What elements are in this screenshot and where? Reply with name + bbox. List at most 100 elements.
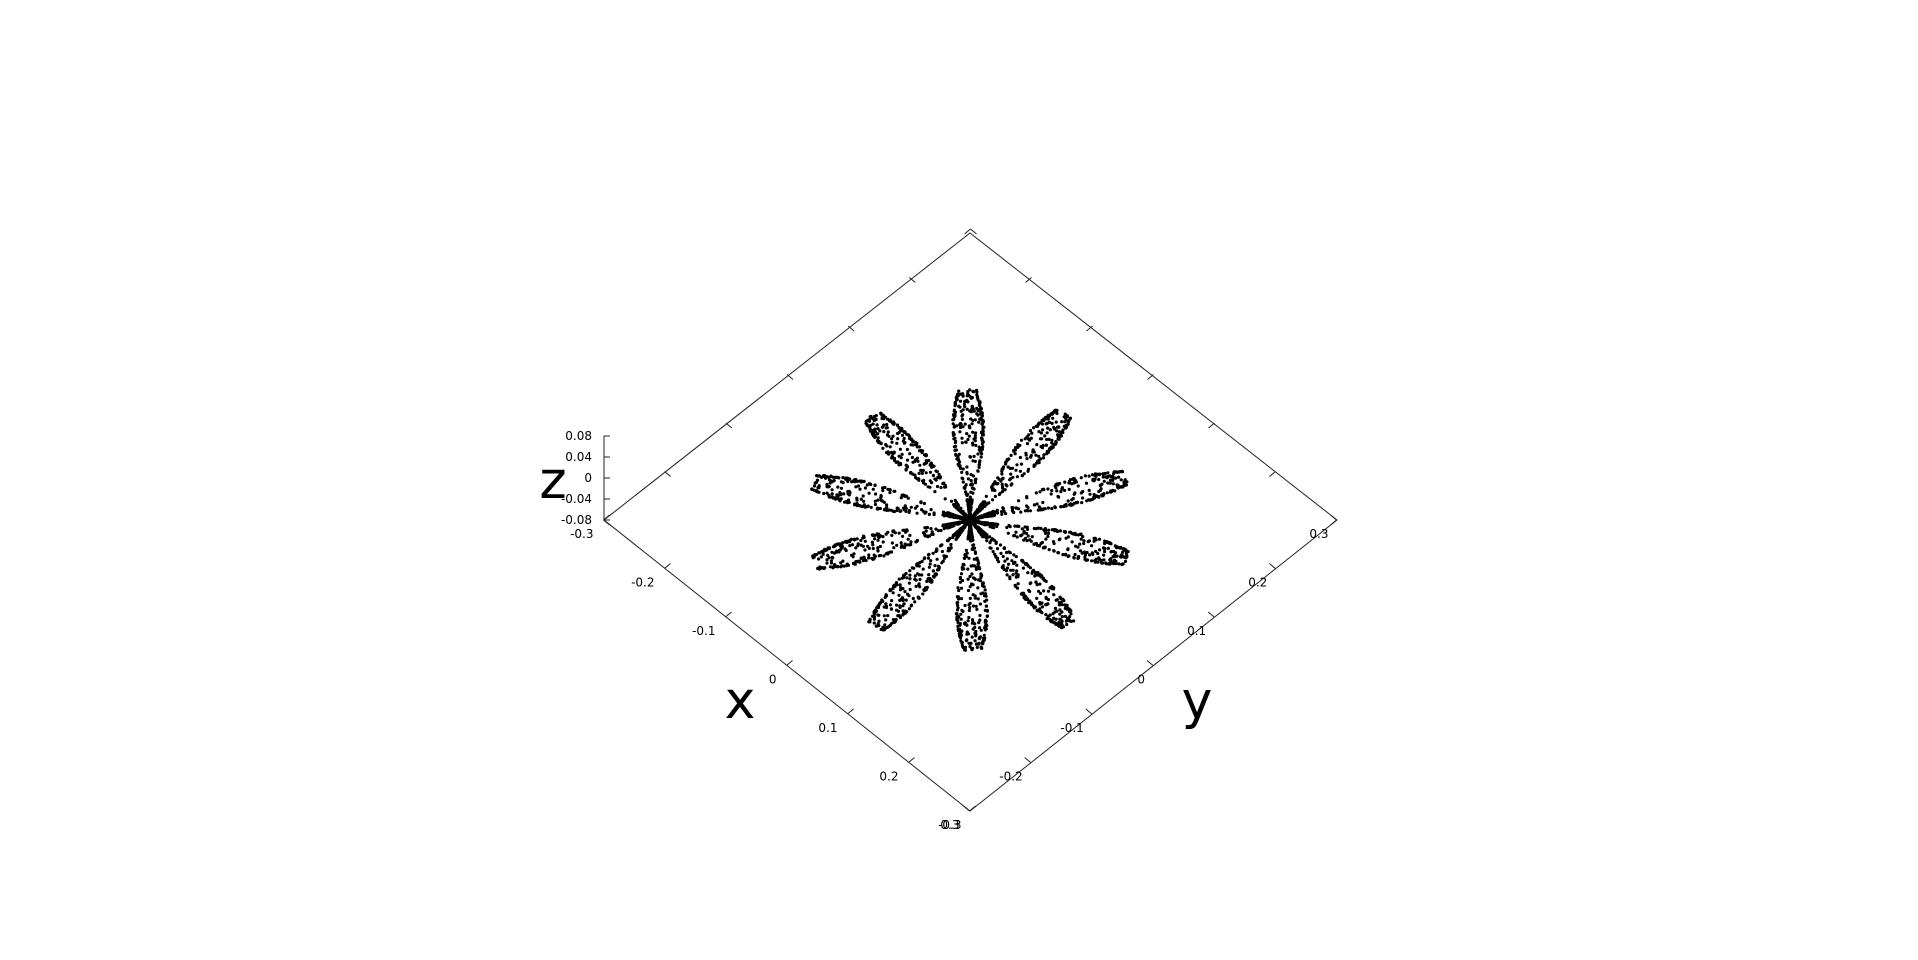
data-point xyxy=(976,559,980,563)
data-point xyxy=(871,487,875,491)
data-point xyxy=(1008,575,1012,579)
data-point xyxy=(831,566,835,570)
data-point xyxy=(978,602,983,606)
data-point xyxy=(1066,547,1070,551)
data-point xyxy=(1080,551,1084,555)
data-point xyxy=(1007,562,1011,566)
data-point xyxy=(922,501,927,506)
y-tick-label: 0.3 xyxy=(1309,527,1328,541)
data-point xyxy=(844,476,848,480)
data-point xyxy=(954,505,958,509)
data-point xyxy=(903,590,907,594)
data-point xyxy=(964,622,968,626)
data-point xyxy=(863,539,867,543)
data-point xyxy=(970,535,974,539)
data-point xyxy=(1080,501,1084,505)
data-point xyxy=(983,608,987,613)
data-point xyxy=(965,472,969,476)
y-tick-mark xyxy=(1085,708,1093,715)
data-point xyxy=(1039,457,1043,461)
y-axis-label: y xyxy=(1182,671,1213,731)
data-point xyxy=(1049,412,1053,416)
data-point xyxy=(958,405,962,409)
data-point xyxy=(1060,610,1064,614)
data-point xyxy=(1027,433,1031,437)
data-point xyxy=(948,515,952,519)
data-point xyxy=(838,542,842,547)
data-point xyxy=(1117,475,1121,479)
data-point xyxy=(995,547,1000,551)
data-point xyxy=(1058,529,1062,533)
data-point xyxy=(1115,546,1119,550)
data-point xyxy=(917,596,921,600)
data-point xyxy=(1005,458,1010,462)
data-point xyxy=(1076,545,1080,549)
data-point xyxy=(942,527,946,531)
data-point xyxy=(966,477,971,481)
data-point xyxy=(1051,540,1056,544)
data-point xyxy=(872,617,877,621)
data-point xyxy=(1028,589,1032,594)
data-point xyxy=(1058,608,1062,612)
data-point xyxy=(817,474,822,478)
data-point xyxy=(940,561,944,565)
z-tick-label: 0 xyxy=(584,471,592,485)
data-point xyxy=(1044,603,1048,607)
data-point xyxy=(979,645,983,650)
data-point xyxy=(924,471,928,475)
y-tick-mark xyxy=(970,228,977,235)
data-point xyxy=(971,564,975,568)
data-point xyxy=(924,459,928,463)
data-point xyxy=(1042,453,1046,457)
data-point xyxy=(931,574,936,579)
data-point xyxy=(885,503,889,507)
data-point xyxy=(981,641,985,645)
data-point xyxy=(1050,584,1054,589)
data-point xyxy=(918,463,922,467)
y-tick-mark xyxy=(963,805,970,812)
data-point xyxy=(836,494,840,498)
data-point xyxy=(975,645,979,650)
data-point xyxy=(876,506,880,510)
data-point xyxy=(877,439,881,443)
data-point xyxy=(919,468,923,472)
data-point xyxy=(966,567,970,571)
data-point xyxy=(978,626,982,630)
data-point xyxy=(902,430,906,434)
data-point xyxy=(1006,531,1010,535)
data-point xyxy=(1026,571,1030,575)
data-point xyxy=(1047,420,1052,424)
data-point xyxy=(1001,554,1005,559)
data-point xyxy=(929,580,933,584)
data-point xyxy=(983,594,988,598)
data-point xyxy=(886,614,890,618)
data-point xyxy=(967,608,972,613)
data-point xyxy=(1001,564,1005,568)
data-point xyxy=(872,621,876,625)
data-point xyxy=(848,540,852,544)
data-point xyxy=(819,555,824,559)
data-point xyxy=(1069,619,1073,624)
data-point xyxy=(979,406,983,410)
y-tick-label: -0.3 xyxy=(938,818,961,832)
data-point xyxy=(1054,528,1058,532)
data-point xyxy=(1059,626,1063,630)
data-point xyxy=(921,567,925,571)
data-point xyxy=(1011,573,1015,577)
data-point xyxy=(1038,582,1042,586)
data-point xyxy=(969,527,973,531)
data-point xyxy=(1103,475,1107,479)
data-point xyxy=(899,509,903,513)
data-point xyxy=(879,411,883,415)
data-point xyxy=(1054,622,1058,627)
data-point xyxy=(981,429,985,433)
data-point xyxy=(973,550,977,554)
data-point xyxy=(901,599,905,603)
data-point xyxy=(973,622,977,626)
data-point xyxy=(1040,422,1045,426)
data-point xyxy=(1009,483,1013,487)
data-point xyxy=(919,449,923,453)
data-point xyxy=(1043,545,1047,549)
data-point xyxy=(984,535,988,540)
data-point xyxy=(871,422,875,426)
